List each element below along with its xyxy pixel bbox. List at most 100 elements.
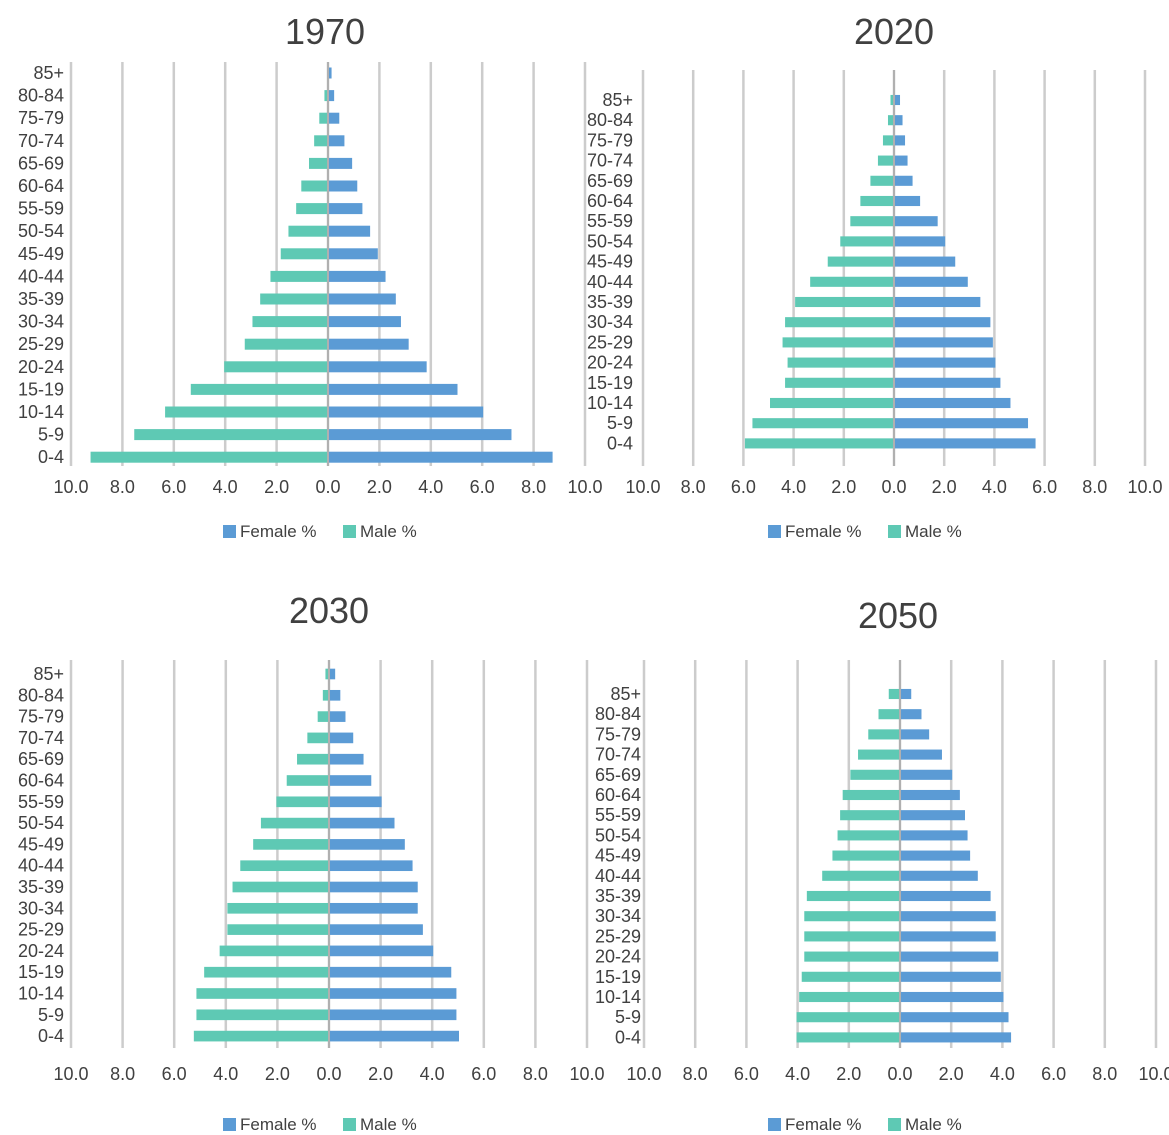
age-group-label: 0-4 [38, 447, 64, 467]
x-tick-label: 2.0 [836, 1064, 861, 1084]
female-bar [330, 881, 418, 893]
female-bar [895, 357, 996, 368]
male-bar [193, 1030, 328, 1042]
pyramid-chart-2030: 2030 0-45-910-1415-1920-2425-2930-3435-39… [18, 590, 605, 1134]
male-bar [317, 711, 328, 722]
x-tick-label: 4.0 [420, 1064, 445, 1084]
male-bar [868, 729, 899, 740]
male-bar [878, 709, 899, 720]
male-bar [840, 810, 899, 821]
age-group-label: 5-9 [607, 413, 633, 433]
female-bar [330, 902, 418, 914]
male-bar [219, 945, 328, 957]
male-bar [280, 248, 327, 260]
female-bar [330, 732, 354, 744]
x-tick-label: 4.0 [990, 1064, 1015, 1084]
male-bar [322, 689, 328, 701]
male-bar [799, 991, 899, 1003]
x-tick-label: 4.0 [213, 477, 238, 497]
female-bar [901, 911, 996, 922]
female-bar [329, 180, 358, 192]
x-tick-label: 8.0 [521, 477, 546, 497]
female-bar [895, 296, 981, 308]
male-bar [253, 839, 328, 850]
age-group-label: 25-29 [18, 920, 64, 940]
age-group-label: 60-64 [587, 191, 633, 211]
male-bar [240, 860, 328, 872]
age-group-label: 0-4 [38, 1026, 64, 1046]
x-tick-label: 10.0 [626, 1064, 661, 1084]
x-tick-label: 4.0 [213, 1064, 238, 1084]
male-legend-swatch [888, 525, 901, 538]
male-bar [196, 988, 328, 999]
x-tick-label: 2.0 [932, 477, 957, 497]
x-tick-label: 4.0 [982, 477, 1007, 497]
legend: Female % Male % [768, 1115, 962, 1134]
female-bar [901, 991, 1004, 1003]
male-legend-swatch [343, 525, 356, 538]
age-group-label: 75-79 [587, 130, 633, 150]
female-bar [330, 839, 405, 850]
x-tick-label: 6.0 [1041, 1064, 1066, 1084]
male-bar [196, 1009, 328, 1021]
female-bar [329, 225, 371, 237]
female-bar [329, 135, 345, 147]
legend-label: Male % [905, 522, 962, 541]
age-group-label: 25-29 [595, 926, 641, 946]
male-bar [260, 293, 327, 305]
female-bar [895, 317, 991, 328]
x-tick-label: 10.0 [567, 477, 602, 497]
female-bar [901, 931, 996, 942]
female-bar [329, 203, 363, 215]
age-group-label: 50-54 [18, 813, 64, 833]
legend-label: Female % [785, 1115, 862, 1134]
age-group-label: 20-24 [18, 941, 64, 961]
x-tick-label: 6.0 [731, 477, 756, 497]
male-bar [850, 216, 893, 227]
legend: Female % Male % [223, 1115, 417, 1134]
age-group-label: 20-24 [587, 353, 633, 373]
male-bar [870, 175, 893, 186]
x-tick-label: 2.0 [265, 1064, 290, 1084]
age-group-label: 35-39 [18, 877, 64, 897]
male-bar [314, 135, 327, 147]
female-bar [895, 216, 938, 227]
age-group-label: 40-44 [18, 266, 64, 286]
age-group-label: 25-29 [587, 332, 633, 352]
age-group-label: 50-54 [595, 825, 641, 845]
x-tick-label: 4.0 [785, 1064, 810, 1084]
male-bar [204, 966, 328, 978]
female-bar [901, 870, 978, 881]
x-tick-label: 10.0 [569, 1064, 604, 1084]
age-group-label: 30-34 [587, 312, 633, 332]
x-tick-label: 6.0 [734, 1064, 759, 1084]
female-bar [329, 406, 484, 418]
male-bar [752, 418, 893, 429]
age-group-label: 25-29 [18, 334, 64, 354]
x-tick-label: 8.0 [681, 477, 706, 497]
x-tick-label: 8.0 [683, 1064, 708, 1084]
male-bar [888, 688, 899, 700]
male-bar [858, 749, 899, 760]
x-tick-label: 0.0 [881, 477, 906, 497]
x-tick-label: 8.0 [1082, 477, 1107, 497]
female-bar [901, 789, 960, 801]
male-bar [804, 951, 899, 962]
female-bar [329, 157, 353, 169]
age-group-label: 60-64 [18, 771, 64, 791]
female-bar [901, 890, 991, 902]
female-bar [901, 951, 999, 962]
female-bar [901, 971, 1001, 982]
age-group-label: 5-9 [615, 1007, 641, 1027]
female-bar [901, 1012, 1009, 1023]
age-group-label: 45-49 [18, 244, 64, 264]
age-group-label: 80-84 [595, 704, 641, 724]
male-bar [270, 270, 327, 282]
age-group-label: 30-34 [18, 898, 64, 918]
age-group-label: 0-4 [615, 1027, 641, 1047]
x-tick-label: 0.0 [316, 1064, 341, 1084]
age-group-label: 75-79 [595, 724, 641, 744]
male-bar [165, 406, 327, 418]
female-bar [330, 1030, 459, 1042]
age-group-label: 20-24 [595, 947, 641, 967]
